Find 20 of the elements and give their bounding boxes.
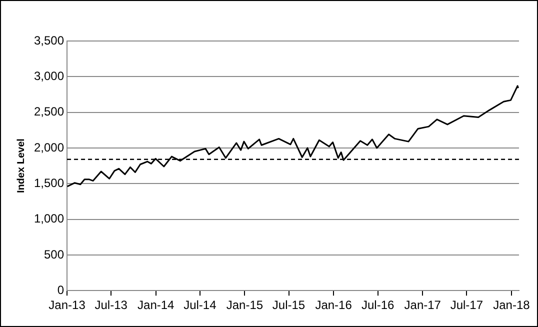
x-tick-label: Jan-17 xyxy=(404,298,442,312)
x-tick-label: Jul-15 xyxy=(272,298,306,312)
y-tick-label: 3,500 xyxy=(34,33,64,48)
x-tick-label: Jul-14 xyxy=(184,298,217,312)
x-tick-label: Jul-13 xyxy=(94,298,128,312)
x-tick-label: Jan-13 xyxy=(48,298,86,312)
y-tick-label: 3,000 xyxy=(34,68,64,83)
x-tick-label: Jul-17 xyxy=(450,298,484,312)
y-tick-label: 2,500 xyxy=(34,104,64,119)
x-tick-label: Jan-14 xyxy=(138,298,175,312)
y-tick-label: 1,500 xyxy=(34,176,64,190)
y-axis-title: Index Level xyxy=(16,138,27,194)
x-tick-label: Jan-16 xyxy=(315,298,352,312)
x-tick-label: Jan-18 xyxy=(493,298,530,312)
y-tick-label: 0 xyxy=(57,282,64,297)
x-tick-label: Jan-15 xyxy=(226,298,264,312)
y-tick-label: 2,000 xyxy=(34,140,64,154)
x-tick-label: Jul-16 xyxy=(361,298,394,312)
y-tick-label: 500 xyxy=(44,247,64,262)
y-tick-label: 1,000 xyxy=(34,212,64,226)
